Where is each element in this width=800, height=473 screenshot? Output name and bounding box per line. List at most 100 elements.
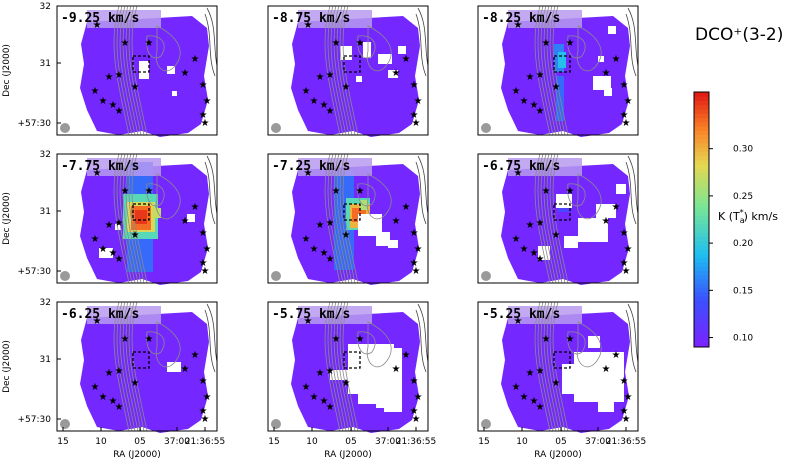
colorbar-segment — [694, 253, 709, 259]
protostar-marker: ★ — [412, 118, 421, 129]
contour-line — [333, 153, 350, 284]
protostar-marker: ★ — [181, 364, 190, 375]
contour-line — [204, 13, 216, 77]
contour-line — [549, 153, 566, 284]
protostar-marker: ★ — [526, 72, 535, 83]
protostar-marker: ★ — [199, 110, 208, 121]
protostar-marker: ★ — [624, 244, 633, 255]
contour-line — [546, 5, 563, 136]
velocity-label: -5.25 km/s — [482, 307, 560, 322]
channel-panel: ★★ ★★ ★★★ ★★★★★★★★★-7.75 km/s3231+57:30Dec … — [2, 150, 218, 285]
colorbar-segment — [694, 313, 709, 318]
protostar-marker: ★ — [199, 406, 208, 417]
contour-line — [116, 5, 133, 136]
panel-frame — [56, 5, 218, 136]
colorbar-segment — [694, 287, 709, 293]
protostar-marker: ★ — [520, 392, 529, 403]
protostar-marker: ★ — [392, 68, 401, 79]
protostar-marker: ★ — [105, 368, 114, 379]
dashed-box — [343, 351, 361, 369]
dashed-box — [343, 55, 361, 73]
colorbar-segment — [694, 121, 709, 127]
contour-line — [155, 25, 181, 72]
protostar-marker: ★ — [201, 118, 210, 129]
protostar-marker: ★ — [530, 100, 539, 111]
colorbar-segment — [694, 177, 709, 182]
dashed-box — [553, 351, 571, 369]
colorbar-segment — [694, 126, 709, 131]
contour-line — [146, 183, 165, 207]
protostar-marker: ★ — [612, 350, 621, 361]
colorbar-segment — [694, 198, 709, 203]
contour-line — [122, 153, 139, 284]
protostar-marker: ★ — [121, 186, 130, 197]
contour-line — [415, 161, 427, 225]
contour-line — [324, 5, 341, 136]
contour-line — [336, 153, 353, 284]
contour-line — [116, 301, 133, 432]
contour-line — [333, 5, 350, 136]
contour-line — [543, 301, 560, 432]
colorbar-segment — [694, 155, 709, 161]
channel-panel: ★★ ★★ ★★★ ★★★★★★★★★-9.25 km/s3231+57:30Dec … — [2, 2, 218, 137]
colorbar-segment — [694, 257, 709, 263]
colorbar-tick-label: 0.30 — [733, 145, 753, 155]
protostar-marker: ★ — [536, 218, 545, 229]
protostar-marker: ★ — [552, 82, 561, 93]
protostar-marker: ★ — [410, 406, 419, 417]
protostar-marker: ★ — [181, 216, 190, 227]
contour-line — [537, 301, 554, 432]
protostar-marker: ★ — [145, 334, 154, 345]
protostar-marker: ★ — [622, 118, 631, 129]
protostar-marker: ★ — [526, 220, 535, 231]
contour-line — [324, 153, 341, 284]
colorbar-segment — [694, 274, 709, 280]
panel-frame — [477, 153, 639, 284]
contour-line — [342, 153, 359, 284]
protostar-marker: ★ — [356, 334, 365, 345]
contour-line — [549, 5, 566, 136]
label-band — [298, 158, 372, 176]
protostar-marker: ★ — [536, 254, 545, 265]
contour-line — [625, 13, 637, 77]
protostar-marker: ★ — [191, 54, 200, 65]
protostar-marker: ★ — [99, 392, 108, 403]
contour-line — [625, 309, 637, 373]
contour-line — [415, 13, 427, 77]
no-data-region — [99, 248, 113, 258]
x-axis-label: RA (J2000) — [534, 450, 582, 460]
label-band — [87, 158, 161, 176]
protostar-marker: ★ — [530, 248, 539, 259]
protostar-marker: ★ — [320, 248, 329, 259]
contour-line — [567, 183, 586, 207]
colorbar-segment — [694, 92, 709, 97]
protostar-marker: ★ — [199, 376, 208, 387]
y-tick-label: 31 — [40, 59, 51, 69]
colorbar-segment — [694, 164, 709, 169]
beam-ellipse — [271, 419, 281, 429]
protostar-marker: ★ — [612, 54, 621, 65]
contours — [324, 153, 429, 284]
channel-panel: ★★ ★★ ★★★ ★★★★★★★★★-8.75 km/s — [267, 5, 429, 137]
no-data-region — [578, 218, 608, 242]
contour-line — [122, 301, 139, 432]
colorbar: 0.10 0.15 0.20 0.25 0.30 K (Ta*) km/s — [693, 91, 778, 348]
protostar-marker: ★ — [91, 234, 100, 245]
panel-frame — [267, 301, 429, 432]
contour-line — [330, 5, 347, 136]
colorbar-segment — [694, 270, 709, 276]
protostar-marker: ★ — [302, 86, 311, 97]
channel-panel: ★★ ★★ ★★★ ★★★★★★★★★-8.25 km/s — [477, 5, 639, 137]
protostar-marker: ★ — [131, 378, 140, 389]
protostar-marker: ★ — [310, 96, 319, 107]
no-data-region — [598, 394, 614, 412]
protostar-marker: ★ — [203, 392, 212, 403]
contour-line — [552, 5, 569, 136]
protostar-marker: ★ — [332, 38, 341, 49]
no-data-region — [378, 54, 392, 64]
colorbar-segment — [694, 96, 709, 101]
colorbar-segment — [694, 202, 709, 208]
contour-line — [627, 303, 639, 363]
colorbar-segment — [694, 325, 709, 331]
beam-ellipse — [60, 123, 70, 133]
